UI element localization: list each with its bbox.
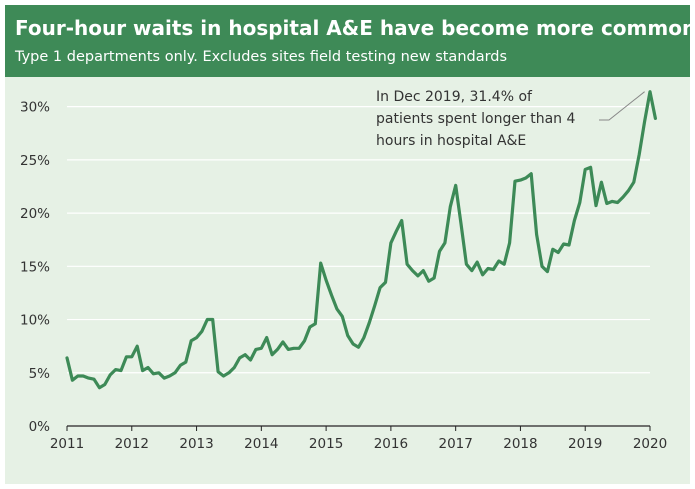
line-chart: 0% 5% 10% 15% 20% 25% 30% 2011 2012 2013 2014 2015 2… <box>20 89 667 452</box>
x-tick-label: 2014 <box>244 436 278 452</box>
chart-subtitle: Type 1 departments only. Excludes sites … <box>15 49 508 65</box>
x-tick-label: 2012 <box>115 436 149 452</box>
y-tick-label: 5% <box>29 366 51 382</box>
x-tick-label: 2019 <box>568 436 602 452</box>
y-tick-label: 20% <box>20 206 50 222</box>
y-tick-label: 25% <box>20 153 50 169</box>
x-tick-label: 2015 <box>309 436 343 452</box>
x-tick-label: 2016 <box>374 436 408 452</box>
x-tick-label: 2017 <box>438 436 472 452</box>
annotation-text: patients spent longer than 4 <box>376 111 575 127</box>
y-tick-label: 15% <box>20 259 50 275</box>
x-tick-label: 2013 <box>179 436 213 452</box>
y-tick-label: 10% <box>20 313 50 329</box>
series-line <box>65 90 658 390</box>
chart-header: Four-hour waits in hospital A&E have bec… <box>5 5 695 77</box>
x-tick-label: 2011 <box>50 436 84 452</box>
annotation-leader-line <box>599 91 645 121</box>
chart-frame: Four-hour waits in hospital A&E have bec… <box>5 5 695 484</box>
annotation-text: In Dec 2019, 31.4% of <box>376 89 533 105</box>
annotation-text: hours in hospital A&E <box>376 133 526 149</box>
x-tick-label: 2020 <box>633 436 667 452</box>
x-tick-label: 2018 <box>503 436 537 452</box>
y-tick-label: 0% <box>29 419 51 435</box>
chart-title: Four-hour waits in hospital A&E have bec… <box>15 16 695 40</box>
y-tick-label: 30% <box>20 100 50 116</box>
